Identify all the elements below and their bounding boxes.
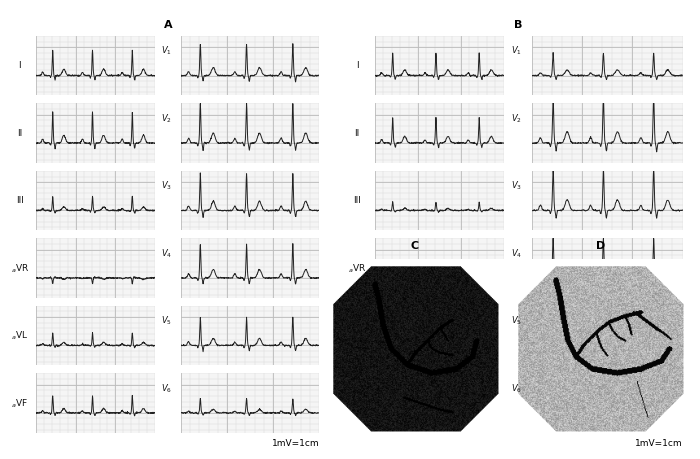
- Text: $V_{6}$: $V_{6}$: [511, 381, 522, 394]
- Text: $_a$VL: $_a$VL: [11, 329, 29, 341]
- Text: $V_{5}$: $V_{5}$: [511, 314, 522, 326]
- Text: $_a$VR: $_a$VR: [10, 262, 29, 274]
- Text: A: A: [164, 20, 172, 30]
- Text: $V_{1}$: $V_{1}$: [511, 45, 522, 57]
- Text: $V_{2}$: $V_{2}$: [161, 112, 172, 124]
- Text: C: C: [411, 240, 419, 250]
- Text: $V_{3}$: $V_{3}$: [161, 179, 172, 192]
- Text: B: B: [514, 20, 522, 30]
- Text: I: I: [19, 62, 21, 70]
- Text: $V_{5}$: $V_{5}$: [161, 314, 172, 326]
- Text: III: III: [16, 196, 24, 205]
- Text: $_a$VF: $_a$VF: [349, 396, 365, 409]
- Text: $V_{1}$: $V_{1}$: [161, 45, 172, 57]
- Text: D: D: [596, 240, 605, 250]
- Text: 1mV=1cm: 1mV=1cm: [635, 438, 682, 448]
- Text: $_a$VF: $_a$VF: [11, 396, 29, 409]
- Text: III: III: [353, 196, 361, 205]
- Text: II: II: [354, 129, 360, 138]
- Text: $V_{2}$: $V_{2}$: [511, 112, 522, 124]
- Text: $_a$VL: $_a$VL: [349, 329, 365, 341]
- Text: 1mV=1cm: 1mV=1cm: [272, 438, 319, 448]
- Text: I: I: [356, 62, 358, 70]
- Text: $V_{6}$: $V_{6}$: [161, 381, 172, 394]
- Text: $V_{3}$: $V_{3}$: [511, 179, 522, 192]
- Text: $_a$VR: $_a$VR: [348, 262, 366, 274]
- Text: $V_{4}$: $V_{4}$: [161, 246, 172, 259]
- Text: II: II: [18, 129, 22, 138]
- Text: $V_{4}$: $V_{4}$: [511, 246, 522, 259]
